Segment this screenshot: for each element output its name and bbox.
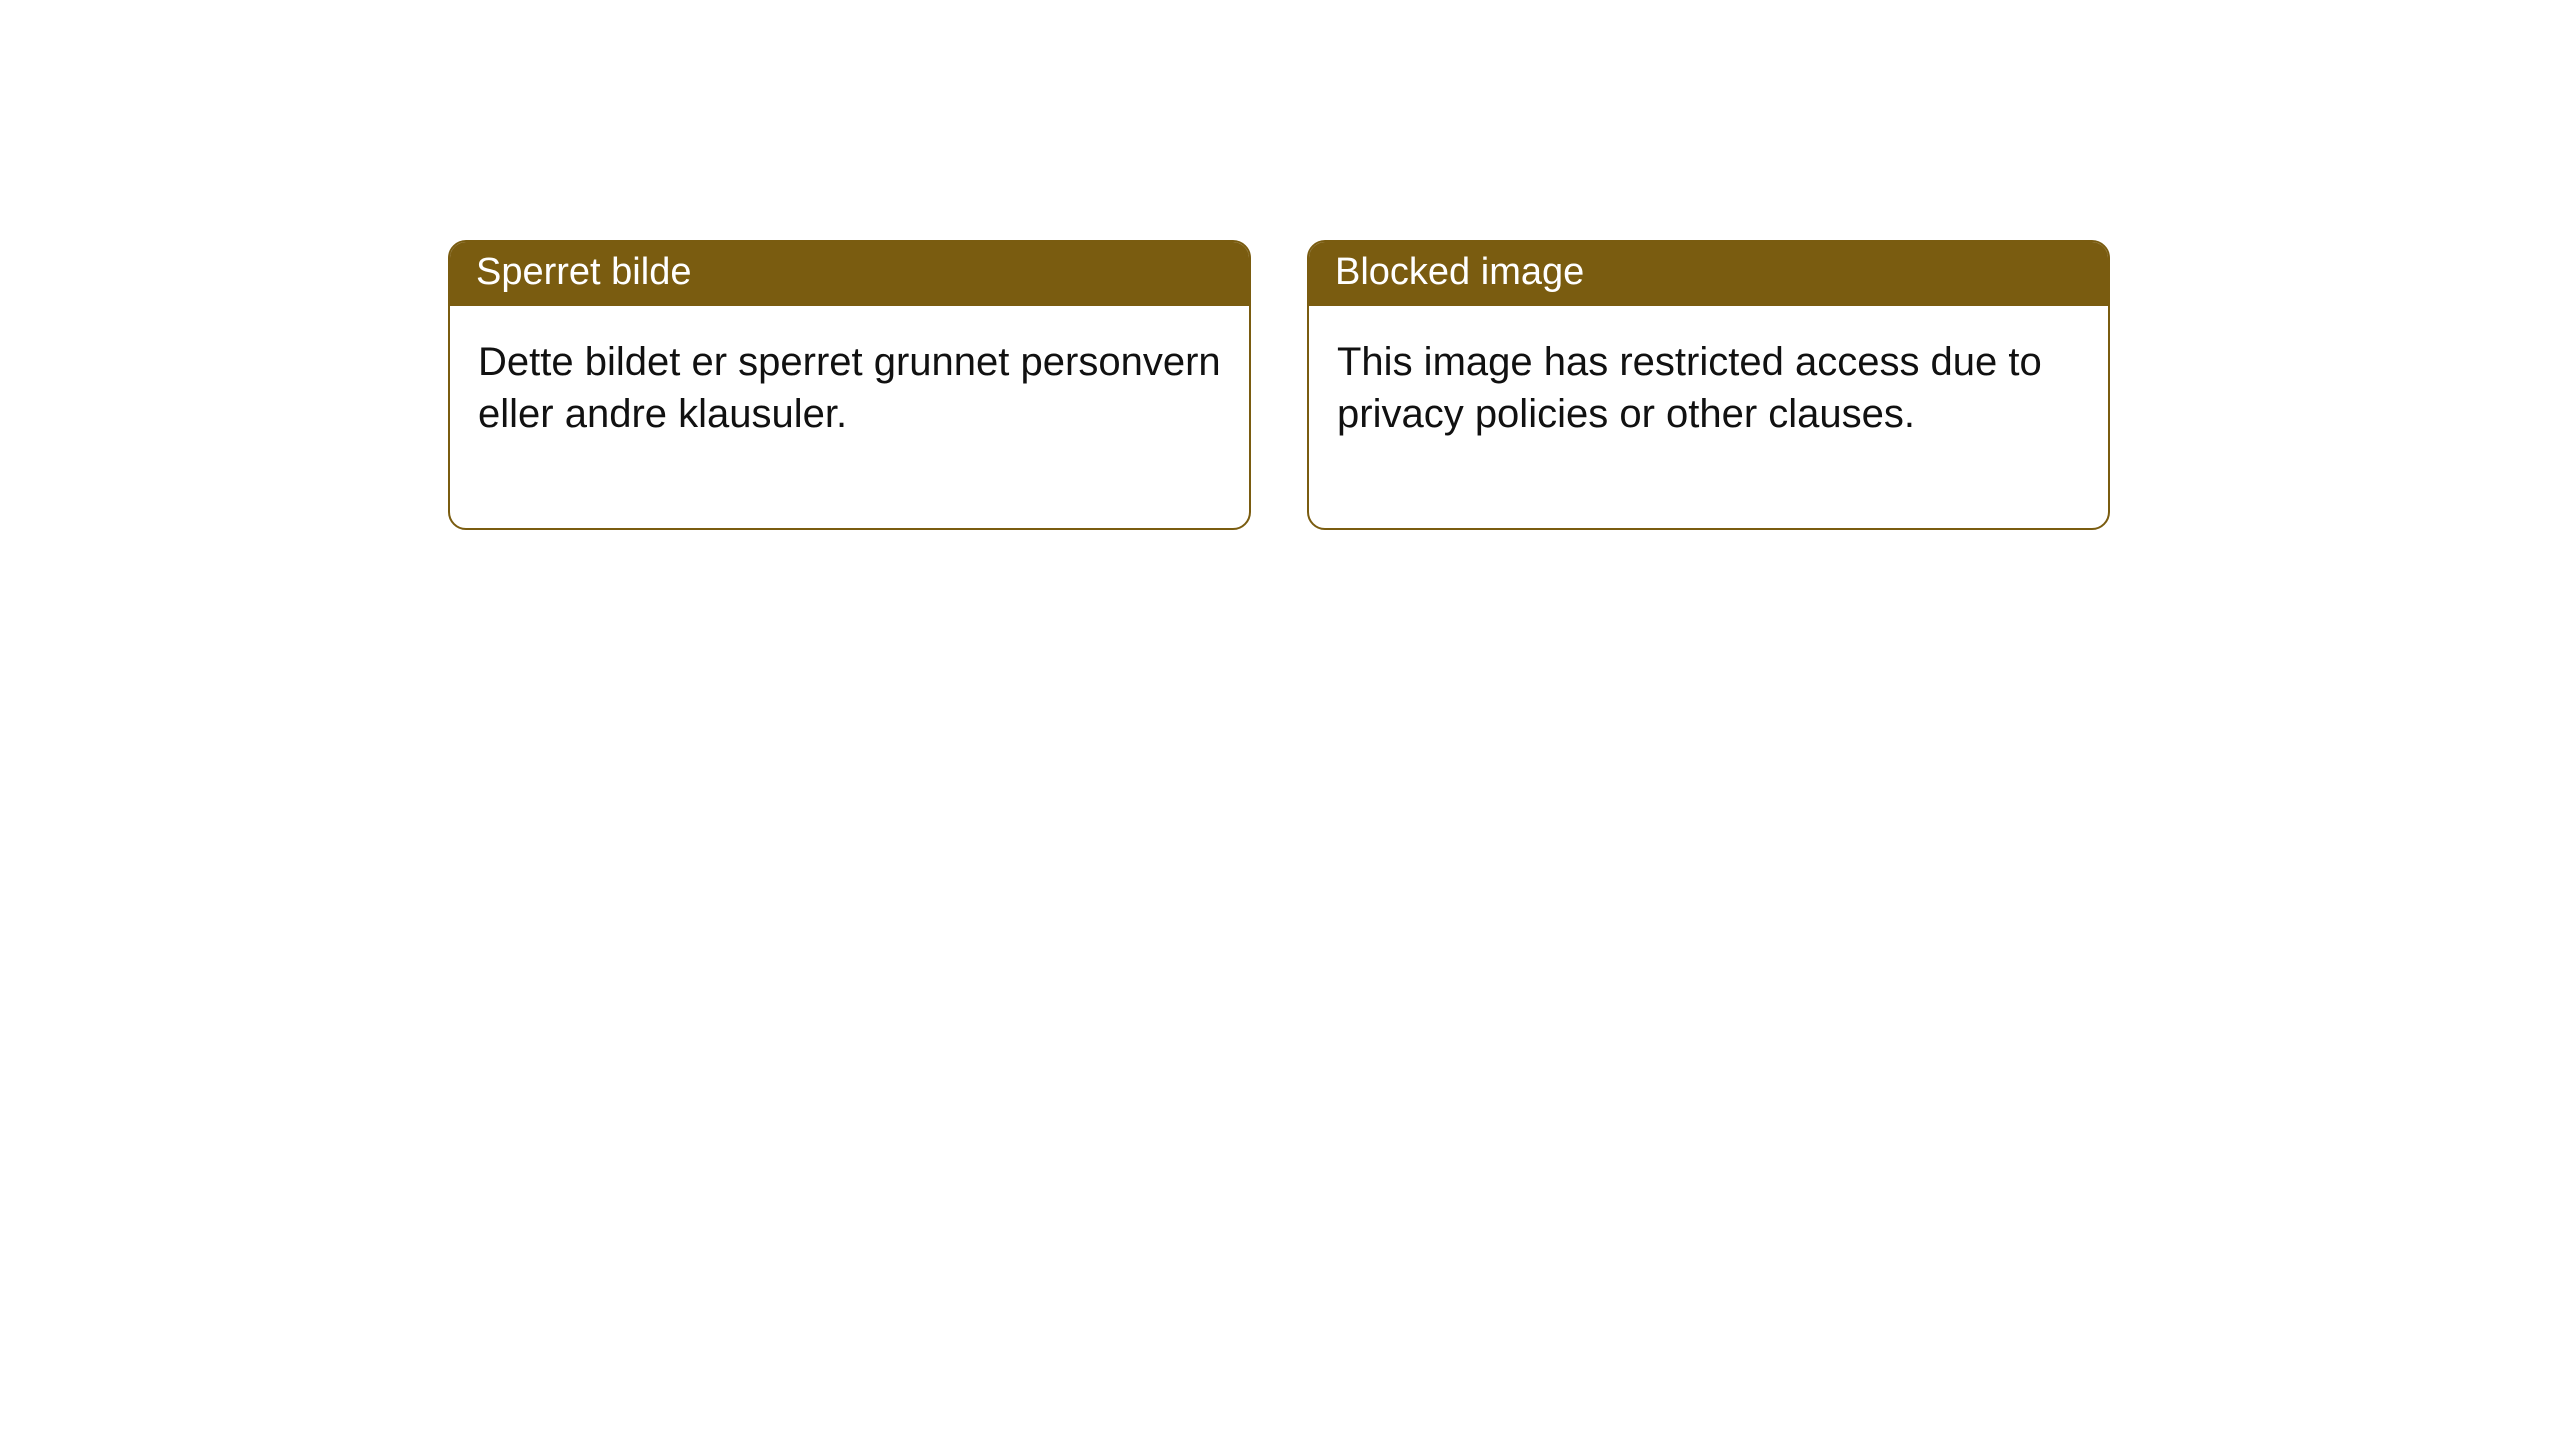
notice-body: This image has restricted access due to …: [1309, 306, 2108, 528]
notice-header: Sperret bilde: [450, 242, 1249, 306]
notice-container: Sperret bilde Dette bildet er sperret gr…: [0, 0, 2560, 530]
notice-card-english: Blocked image This image has restricted …: [1307, 240, 2110, 530]
notice-body: Dette bildet er sperret grunnet personve…: [450, 306, 1249, 528]
notice-header: Blocked image: [1309, 242, 2108, 306]
notice-card-norwegian: Sperret bilde Dette bildet er sperret gr…: [448, 240, 1251, 530]
